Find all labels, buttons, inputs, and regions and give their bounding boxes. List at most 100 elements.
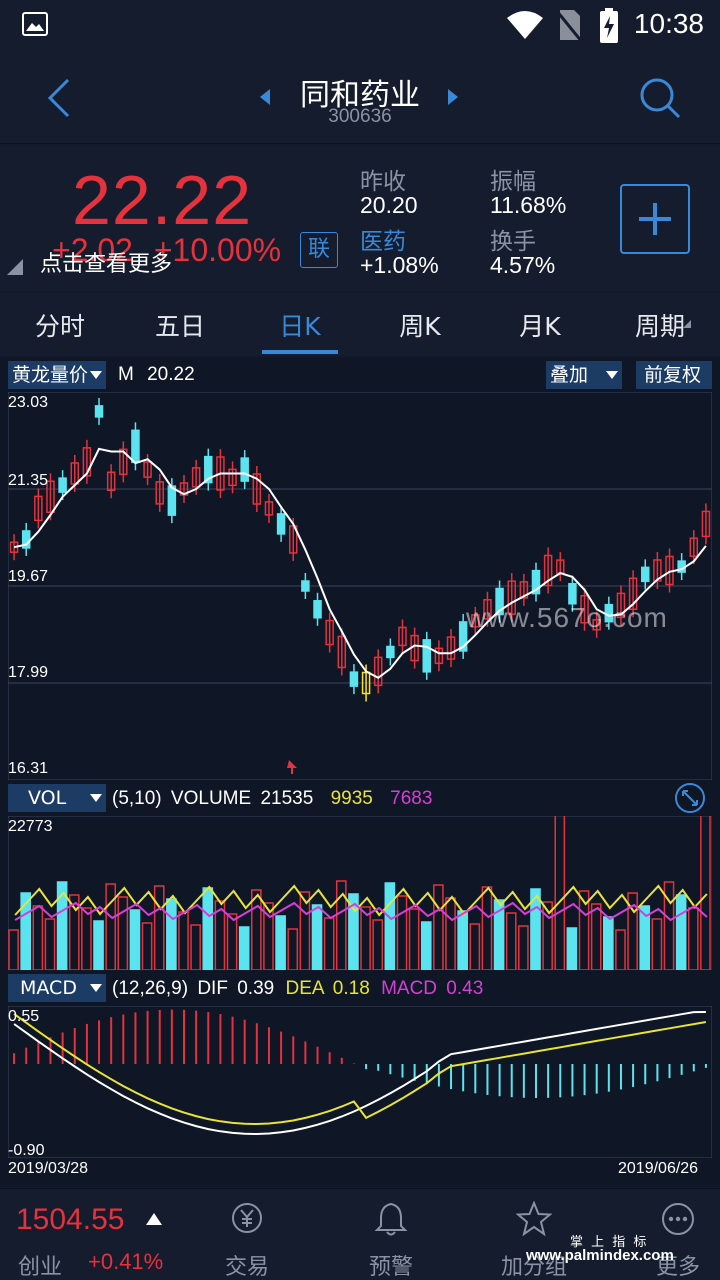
candle-body — [106, 471, 116, 491]
nav-trade[interactable]: 交易 — [224, 1255, 269, 1280]
next-stock-icon[interactable] — [446, 88, 460, 106]
turnover-label: 换手 — [490, 229, 536, 255]
volume-bar — [190, 924, 201, 970]
volume-bar — [68, 894, 80, 970]
y-tick-2: 21.35 — [8, 472, 49, 489]
volume-bar — [408, 908, 420, 970]
more-icon[interactable] — [660, 1201, 696, 1237]
volume-bar — [542, 901, 553, 970]
watermark-url: www.palmindex.com — [526, 1247, 674, 1264]
dea-label: DEA — [285, 978, 324, 999]
volume-bar — [178, 911, 189, 970]
fullscreen-icon[interactable] — [674, 782, 706, 814]
volume-bar — [32, 905, 44, 970]
candle-body — [628, 577, 638, 611]
candle-body — [471, 614, 480, 628]
candle-body — [349, 671, 359, 687]
candle-body — [434, 647, 444, 665]
stock-name: 同和药业 — [300, 78, 420, 113]
y-tick-3: 19.67 — [8, 568, 49, 585]
macd-chart[interactable] — [8, 1006, 712, 1158]
volume-bar — [481, 886, 493, 970]
trade-icon[interactable] — [230, 1201, 264, 1235]
quote-panel[interactable]: 22.22 +2.02 +10.00% 点击查看更多 联 昨收 20.20 医药… — [0, 146, 720, 291]
volume-indicator-dropdown[interactable]: VOL — [8, 784, 106, 812]
candle-body — [507, 580, 516, 615]
nav-more[interactable]: 更多 — [655, 1255, 700, 1280]
volume-bar — [299, 891, 311, 970]
change-amount: +2.02 — [52, 232, 133, 268]
candle-body — [483, 599, 492, 620]
back-icon[interactable] — [44, 76, 74, 120]
volume-indicator-label: VOL — [28, 787, 67, 809]
candle-body — [34, 495, 43, 522]
index-name: 创业 — [18, 1255, 63, 1280]
candle-body — [131, 429, 140, 464]
candle-body — [701, 510, 711, 538]
macd-label: MACD — [381, 978, 438, 999]
y-tick-5: 16.31 — [8, 760, 49, 777]
chart-area[interactable] — [0, 357, 720, 1187]
candle-body — [373, 656, 383, 687]
volume-bar — [44, 918, 56, 970]
prev-stock-icon[interactable] — [258, 88, 272, 106]
volume-bar — [384, 882, 396, 970]
volume-chart[interactable] — [8, 816, 712, 970]
volume-bar — [275, 915, 286, 970]
candle-body — [167, 485, 177, 516]
candle-body — [568, 583, 577, 605]
volume-ma10: 7683 — [390, 788, 433, 809]
dea-value: 0.18 — [332, 978, 370, 999]
candle-body — [446, 636, 456, 660]
macd-value: 0.43 — [446, 978, 484, 999]
status-bar: 10:38 — [0, 0, 720, 52]
add-watchlist-button[interactable] — [620, 184, 690, 254]
candle-body — [592, 619, 601, 631]
volume-label: VOLUME — [170, 788, 252, 809]
macd-indicator-label: MACD — [20, 977, 77, 999]
overlay-button[interactable]: 叠加 — [546, 361, 622, 389]
volume-bar — [396, 895, 408, 970]
volume-bar — [433, 884, 444, 970]
candle-body — [204, 455, 213, 484]
ma-readout: M 20.22 — [118, 364, 195, 386]
volume-bar — [93, 920, 104, 970]
tab-daily-k[interactable]: 日K — [279, 312, 321, 341]
volume-params: (5,10) — [112, 788, 162, 809]
candle-body — [58, 477, 67, 493]
adjust-button[interactable]: 前复权 — [636, 361, 712, 389]
star-icon[interactable] — [516, 1201, 552, 1237]
nav-add-group[interactable]: 加分组 — [500, 1255, 567, 1280]
dropdown-arrow-icon — [90, 794, 102, 802]
nav-alert[interactable]: 预警 — [368, 1255, 413, 1280]
volume-readout: (5,10) VOLUME 21535 9935 7683 — [112, 788, 432, 810]
index-change: +0.41% — [88, 1249, 164, 1274]
ma-value: 20.22 — [147, 364, 195, 385]
candle-body — [519, 581, 529, 599]
kline-indicator-dropdown[interactable]: 黄龙量价 — [8, 361, 106, 389]
link-badge[interactable]: 联 — [300, 232, 338, 268]
bell-icon[interactable] — [374, 1201, 408, 1237]
tab-five-day[interactable]: 五日 — [154, 312, 205, 341]
candle-body — [495, 587, 504, 616]
volume-bar — [226, 913, 238, 970]
candle-body — [543, 554, 553, 587]
candle-body — [689, 537, 699, 557]
sector-label[interactable]: 医药 — [360, 229, 406, 255]
volume-bar — [238, 926, 250, 970]
volume-bar — [335, 880, 347, 970]
index-value[interactable]: 1504.55 — [16, 1203, 125, 1236]
tab-monthly-k[interactable]: 月K — [519, 312, 561, 341]
active-tab-indicator — [262, 350, 338, 354]
tab-weekly-k[interactable]: 周K — [399, 312, 441, 341]
more-info-tip[interactable]: 点击查看更多 — [40, 252, 173, 277]
candle-body — [46, 480, 55, 514]
volume-bar — [518, 925, 529, 970]
tab-period[interactable]: 周期 — [634, 312, 685, 341]
kline-chart[interactable] — [8, 392, 712, 780]
macd-indicator-dropdown[interactable]: MACD — [8, 974, 106, 1002]
tab-intraday[interactable]: 分时 — [34, 312, 85, 341]
search-icon[interactable] — [638, 76, 682, 120]
volume-bar — [566, 927, 578, 970]
volume-bar — [202, 887, 214, 970]
